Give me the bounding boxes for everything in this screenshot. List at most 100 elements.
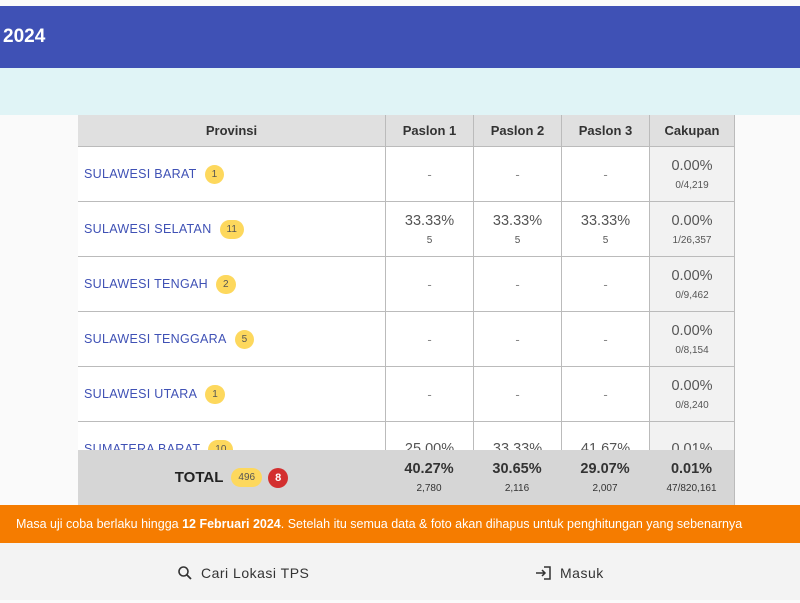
coverage-percentage: 0.01% xyxy=(671,441,713,450)
percentage: 33.33% xyxy=(404,212,455,229)
column-header: Paslon 2 xyxy=(473,115,561,146)
result-cell: 33.33% 5 xyxy=(473,202,561,256)
bottom-nav: Cari Lokasi TPS Masuk xyxy=(0,543,800,600)
info-strip xyxy=(0,68,800,115)
result-cell: 33.33% xyxy=(473,422,561,450)
alert-badge: 8 xyxy=(268,467,289,488)
province-cell: SULAWESI TENGGARA 5 xyxy=(78,312,385,366)
header-row: Provinsi Paslon 1 Paslon 2 Paslon 3 Cakupan xyxy=(78,115,735,147)
vote-count: 2,116 xyxy=(504,483,530,494)
banner-date: 12 Februari 2024 xyxy=(182,517,281,531)
province-cell: SULAWESI UTARA 1 xyxy=(78,367,385,421)
banner-text: . Setelah itu semua data & foto akan dih… xyxy=(280,517,743,531)
coverage-fraction: 0/4,219 xyxy=(675,179,709,191)
tps-badge: 1 xyxy=(205,384,225,404)
vote-count: 5 xyxy=(602,234,609,246)
result-cell: - xyxy=(473,367,561,421)
coverage-cell: 0.00% 1/26,357 xyxy=(649,202,735,256)
result-cell: - xyxy=(385,367,473,421)
percentage: 33.33% xyxy=(492,212,543,229)
nav-label: Cari Lokasi TPS xyxy=(201,565,310,581)
percentage: 33.33% xyxy=(580,212,631,229)
result-cell: 41.67% xyxy=(561,422,649,450)
tps-badge: 5 xyxy=(234,329,255,349)
empty-value: - xyxy=(603,386,608,402)
coverage-cell: 0.00% 0/8,240 xyxy=(649,367,735,421)
coverage-percentage: 0.00% xyxy=(671,157,713,174)
percentage: 25.00% xyxy=(404,441,455,450)
coverage-percentage: 0.00% xyxy=(671,377,713,394)
result-cell: - xyxy=(385,312,473,366)
province-cell: SULAWESI TENGAH 2 xyxy=(78,257,385,311)
result-cell: - xyxy=(473,312,561,366)
province-link[interactable]: SUMATERA BARAT xyxy=(84,442,201,450)
percentage: 29.07% xyxy=(580,461,630,477)
vote-count: 5 xyxy=(426,234,433,246)
province-link[interactable]: SULAWESI UTARA xyxy=(84,387,198,401)
province-cell: SULAWESI BARAT 1 xyxy=(78,147,385,201)
result-cell: 40.27% 2,780 xyxy=(385,450,473,505)
province-link[interactable]: SULAWESI BARAT xyxy=(84,167,197,181)
login-button[interactable]: Masuk xyxy=(535,543,604,603)
empty-value: - xyxy=(427,331,432,347)
province-link[interactable]: SULAWESI TENGAH xyxy=(84,277,208,291)
coverage-percentage: 0.00% xyxy=(671,212,713,229)
vote-count: 2,007 xyxy=(592,483,618,494)
percentage: 30.65% xyxy=(492,461,542,477)
result-cell: - xyxy=(561,257,649,311)
result-cell: - xyxy=(561,312,649,366)
result-cell: - xyxy=(385,147,473,201)
empty-value: - xyxy=(603,276,608,292)
vote-count: 2,780 xyxy=(416,483,442,494)
banner-text: Masa uji coba berlaku hingga xyxy=(16,517,183,531)
coverage-fraction: 0/9,462 xyxy=(675,289,709,301)
province-row: SULAWESI TENGAH 2 - - - 0.00% 0/9,462 xyxy=(78,257,735,312)
province-cell: SULAWESI SELATAN 11 xyxy=(78,202,385,256)
login-icon xyxy=(536,566,551,580)
empty-value: - xyxy=(515,386,520,402)
tps-badge: 11 xyxy=(219,219,244,239)
empty-value: - xyxy=(427,166,432,182)
province-row: SUMATERA BARAT 10 25.00% 33.33% 41.67% 0.01% xyxy=(78,422,735,450)
province-link[interactable]: SULAWESI SELATAN xyxy=(84,222,212,236)
empty-value: - xyxy=(515,331,520,347)
coverage-cell: 0.01% xyxy=(649,422,735,450)
empty-value: - xyxy=(515,166,520,182)
column-header: Paslon 1 xyxy=(385,115,473,146)
column-header: Provinsi xyxy=(78,115,385,146)
coverage-fraction: 0/8,154 xyxy=(675,344,709,356)
empty-value: - xyxy=(515,276,520,292)
total-badge: 496 xyxy=(231,468,263,487)
result-cell: 33.33% 5 xyxy=(561,202,649,256)
results-table: Provinsi Paslon 1 Paslon 2 Paslon 3 Cakupan S… xyxy=(78,115,735,450)
coverage-fraction: 0/8,240 xyxy=(675,399,709,411)
total-row: TOTAL 496 8 40.27% 2,780 30.65% 2,116 29.07% 2,0… xyxy=(78,450,735,505)
coverage-cell: 0.00% 0/4,219 xyxy=(649,147,735,201)
coverage-cell: 0.00% 0/8,154 xyxy=(649,312,735,366)
province-cell: SUMATERA BARAT 10 xyxy=(78,422,385,450)
coverage-percentage: 0.00% xyxy=(671,267,713,284)
result-cell: - xyxy=(561,367,649,421)
coverage-cell: 0.01% 47/820,161 xyxy=(649,450,735,505)
province-row: SULAWESI SELATAN 11 33.33% 5 33.33% 5 33.33% 5 0… xyxy=(78,202,735,257)
province-link[interactable]: SULAWESI TENGGARA xyxy=(84,332,227,346)
tps-badge: 2 xyxy=(215,274,236,294)
coverage-cell: 0.00% 0/9,462 xyxy=(649,257,735,311)
result-cell: - xyxy=(473,147,561,201)
percentage: 33.33% xyxy=(492,441,543,450)
result-cell: 25.00% xyxy=(385,422,473,450)
empty-value: - xyxy=(603,166,608,182)
trial-banner: Masa uji coba berlaku hingga 12 Februari… xyxy=(0,505,800,543)
result-cell: - xyxy=(473,257,561,311)
result-cell: 30.65% 2,116 xyxy=(473,450,561,505)
search-tps-button[interactable]: Cari Lokasi TPS xyxy=(177,543,309,603)
percentage: 40.27% xyxy=(404,461,454,477)
app-title: 2024 xyxy=(3,26,46,47)
total-label: TOTAL xyxy=(174,469,224,486)
vote-count: 5 xyxy=(514,234,521,246)
province-row: SULAWESI BARAT 1 - - - 0.00% 0/4,219 xyxy=(78,147,735,202)
result-cell: 29.07% 2,007 xyxy=(561,450,649,505)
total-label-cell: TOTAL 496 8 xyxy=(78,450,385,505)
column-header: Paslon 3 xyxy=(561,115,649,146)
